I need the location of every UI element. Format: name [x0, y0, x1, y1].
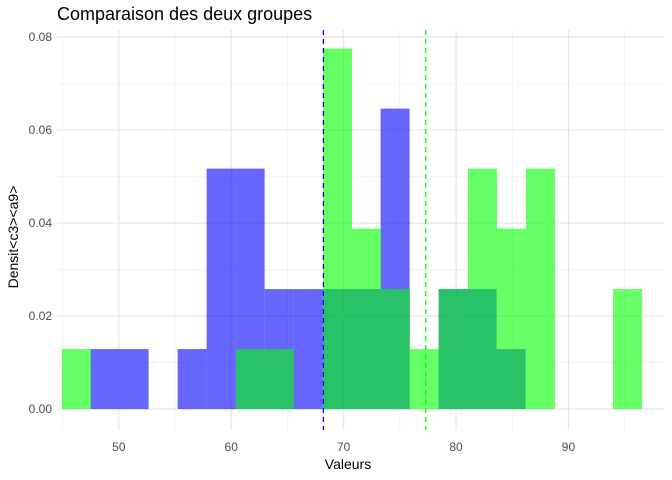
chart-title: Comparaison des deux groupes	[57, 4, 313, 24]
histogram-bar-series-2	[351, 228, 381, 410]
y-tick-label: 0.08	[29, 30, 53, 44]
bars-layer	[61, 48, 642, 410]
histogram-bar-series-1	[293, 289, 323, 410]
histogram-bar-series-1	[177, 349, 207, 410]
x-tick-label: 70	[337, 440, 351, 454]
histogram-bar-series-2	[264, 349, 294, 410]
histogram-bar-series-2	[322, 48, 352, 410]
y-axis-label: Densit<c3><a9>	[5, 186, 21, 289]
y-tick-label: 0.00	[29, 402, 53, 416]
histogram-bar-series-2	[380, 289, 410, 410]
x-tick-label: 50	[112, 440, 126, 454]
histogram-bar-series-1	[206, 168, 236, 410]
y-tick-label: 0.06	[29, 123, 53, 137]
x-tick-label: 60	[225, 440, 239, 454]
histogram-bar-series-2	[438, 289, 468, 410]
x-tick-label: 90	[562, 440, 576, 454]
histogram-bar-series-2	[612, 289, 642, 410]
histogram-bar-series-1	[90, 349, 120, 410]
y-tick-label: 0.02	[29, 309, 53, 323]
histogram-bar-series-2	[409, 349, 439, 410]
histogram-bar-series-2	[525, 168, 555, 410]
mean-lines-layer	[322, 30, 427, 430]
y-tick-labels: 0.00 0.02 0.04 0.06 0.08	[29, 30, 53, 416]
histogram-bar-series-2	[496, 228, 526, 410]
x-axis-label: Valeurs	[325, 456, 371, 472]
x-tick-label: 80	[449, 440, 463, 454]
histogram-bar-series-1	[119, 349, 149, 410]
histogram-bar-series-2	[61, 349, 91, 410]
histogram-bar-series-2	[467, 168, 497, 410]
x-tick-labels: 50 60 70 80 90	[112, 440, 575, 454]
histogram-bar-series-2	[235, 349, 265, 410]
y-tick-label: 0.04	[29, 216, 53, 230]
